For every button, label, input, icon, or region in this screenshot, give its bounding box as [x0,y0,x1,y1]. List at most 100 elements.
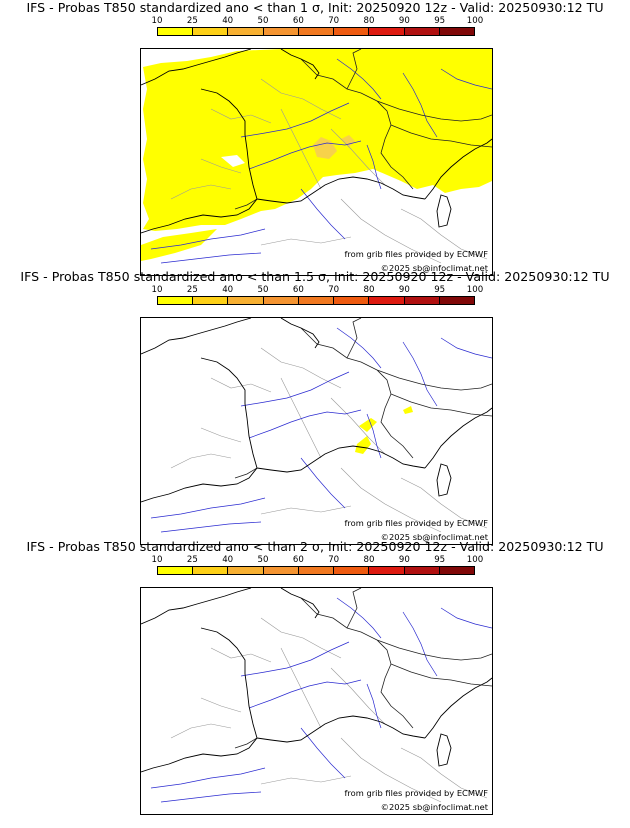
legend-label-25: 25 [186,285,198,295]
region-boundary [200,158,242,174]
legend-label-90: 90 [398,555,410,565]
region-boundary [210,377,272,393]
map-frame: from grib files provided by ECMWF ©2025 … [140,48,493,276]
river-line [300,457,346,509]
river-line [150,767,266,789]
legend-swatch [298,567,335,574]
region-boundary [260,505,352,515]
map-canvas [141,588,492,803]
river-line [150,228,266,250]
color-legend-bar [157,566,475,575]
legend-label-50: 50 [257,555,269,565]
legend-label-10: 10 [151,285,163,295]
map-canvas [141,49,492,264]
river-line [336,327,382,369]
river-line [300,727,346,779]
legend-label-70: 70 [328,285,340,295]
legend-label-10: 10 [151,555,163,565]
river-line [366,413,382,459]
region-boundary [260,617,342,659]
legend-label-80: 80 [363,16,375,26]
legend-label-95: 95 [434,555,446,565]
panel-title: IFS - Probas T850 standardized ano < tha… [26,0,604,15]
probability-map-panel-1sigma: IFS - Probas T850 standardized ano < tha… [0,0,630,276]
legend-label-40: 40 [222,285,234,295]
river-line [440,68,492,90]
river-line [440,607,492,629]
legend-swatch [193,28,229,35]
probability-area [341,135,355,147]
probability-area [355,436,371,454]
legend-label-10: 10 [151,16,163,26]
legend-swatch [439,567,474,574]
region-boundary [260,236,352,246]
legend-label-70: 70 [328,16,340,26]
legend-swatch [334,297,370,304]
legend-swatch [193,567,229,574]
legend-label-90: 90 [398,16,410,26]
region-boundary [210,647,272,663]
probability-area [359,418,377,432]
coastline [141,49,492,234]
legend-swatch [334,567,370,574]
panel-title: IFS - Probas T850 standardized ano < tha… [20,269,610,284]
legend-label-25: 25 [186,555,198,565]
river-line [402,72,438,138]
region-boundary [340,198,442,264]
legend-label-60: 60 [292,16,304,26]
river-line [402,341,438,407]
legend-swatch [298,297,335,304]
legend-label-40: 40 [222,16,234,26]
coastline [141,588,492,773]
probability-area [313,137,337,159]
region-boundary [200,427,242,443]
panel-title: IFS - Probas T850 standardized ano < tha… [26,539,604,554]
legend-label-70: 70 [328,555,340,565]
legend-swatch [404,28,440,35]
copyright-credit: ©2025 sb@infoclimat.net [380,263,488,273]
region-boundary [210,108,272,124]
river-line [402,611,438,677]
legend-label-80: 80 [363,555,375,565]
region-boundary [400,477,488,529]
river-line [336,58,382,100]
legend-label-100: 100 [466,285,484,295]
legend-swatch [298,28,335,35]
river-line [160,791,262,803]
color-legend-bar [157,296,475,305]
legend-swatch [404,567,440,574]
legend-label-95: 95 [434,285,446,295]
river-line [300,188,346,240]
legend-swatch [334,28,370,35]
legend-label-95: 95 [434,16,446,26]
legend-swatch [439,28,474,35]
country-border [234,49,492,210]
legend-swatch [369,28,405,35]
legend-label-90: 90 [398,285,410,295]
probability-area [221,155,245,167]
river-line [248,140,362,170]
region-boundary [280,647,322,729]
map-canvas [141,318,492,533]
region-boundary [340,737,442,803]
copyright-credit: ©2025 sb@infoclimat.net [380,532,488,542]
legend-label-50: 50 [257,16,269,26]
river-line [150,497,266,519]
copyright-credit: ©2025 sb@infoclimat.net [380,802,488,812]
legend-swatch [404,297,440,304]
legend-swatch [228,28,264,35]
region-boundary [280,108,322,190]
region-boundary [170,184,232,200]
color-legend-bar [157,27,475,36]
legend-label-80: 80 [363,285,375,295]
legend-label-40: 40 [222,555,234,565]
region-boundary [340,467,442,533]
country-border [234,318,492,479]
map-frame: from grib files provided by ECMWF ©2025 … [140,587,493,815]
legend-swatch [369,297,405,304]
region-boundary [280,377,322,459]
river-line [160,252,262,264]
legend-label-25: 25 [186,16,198,26]
legend-label-60: 60 [292,555,304,565]
map-frame: from grib files provided by ECMWF ©2025 … [140,317,493,545]
